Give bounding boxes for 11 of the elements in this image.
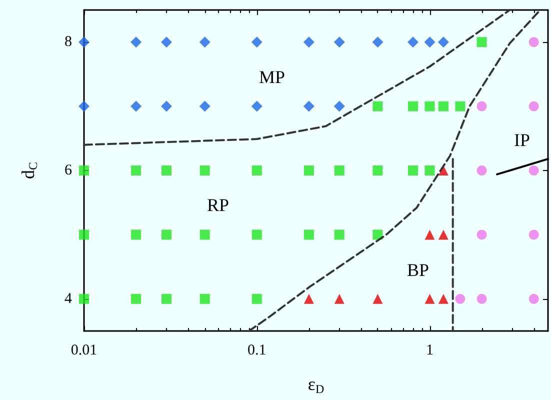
y-axis-title: dC <box>18 162 40 179</box>
annotation: RP <box>206 195 230 215</box>
y-tick-label: 4 <box>64 290 72 307</box>
x-tick-label: 0.01 <box>70 342 98 358</box>
y-tick-label: 8 <box>64 34 72 50</box>
x-tick-label: 0.1 <box>248 342 266 358</box>
annotation: MP <box>258 67 286 87</box>
y-tick-label: 6 <box>64 162 72 178</box>
x-tick-label: 1 <box>426 342 434 358</box>
annotation: BP <box>406 260 430 280</box>
annotation: IP <box>514 130 530 150</box>
